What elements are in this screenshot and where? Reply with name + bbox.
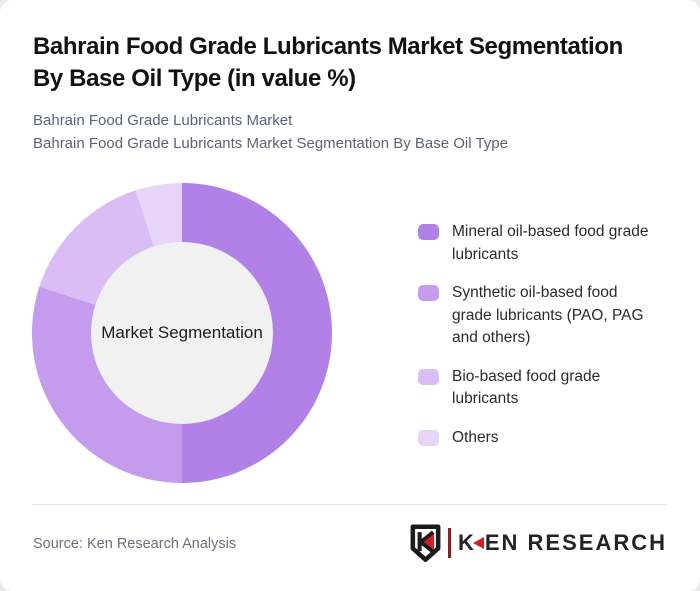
subtitle-line-2: Bahrain Food Grade Lubricants Market Seg… — [33, 134, 508, 152]
legend-swatch-0 — [418, 224, 439, 240]
legend-swatch-1 — [418, 285, 439, 301]
legend-swatch-2 — [418, 368, 439, 385]
ken-research-logo: K EN RESEARCH — [409, 524, 667, 562]
legend-label-0: Mineral oil-based food grade lubricants — [452, 223, 649, 263]
donut-hole — [91, 242, 273, 424]
legend-item-1: Synthetic oil-based food grade lubricant… — [418, 282, 660, 350]
logo-wordmark-rest: EN RESEARCH — [484, 530, 667, 555]
logo-separator — [448, 528, 451, 558]
donut-chart: Market Segmentation — [32, 183, 332, 483]
subtitle-block: Bahrain Food Grade Lubricants Market Bah… — [33, 110, 673, 155]
legend-swatch-3 — [418, 429, 439, 446]
legend-label-3: Others — [452, 428, 499, 446]
source-note: Source: Ken Research Analysis — [33, 536, 237, 552]
chart-legend: Mineral oil-based food grade lubricants S… — [418, 221, 660, 449]
subtitle-line-1: Bahrain Food Grade Lubricants Market — [33, 112, 293, 129]
legend-item-2: Bio-based food grade lubricants — [418, 366, 660, 411]
legend-item-3: Others — [418, 427, 660, 450]
legend-label-2: Bio-based food grade lubricants — [452, 367, 601, 408]
donut-svg — [32, 183, 332, 483]
logo-wordmark: K EN RESEARCH — [458, 530, 667, 556]
logo-red-triangle-icon — [472, 537, 484, 549]
footer-divider — [33, 504, 667, 505]
page-title: Bahrain Food Grade Lubricants Market Seg… — [33, 33, 623, 92]
logo-wordmark-k: K — [457, 530, 476, 555]
ken-research-shield-icon — [411, 524, 441, 562]
legend-item-0: Mineral oil-based food grade lubricants — [418, 221, 660, 266]
legend-label-1: Synthetic oil-based food grade lubricant… — [452, 284, 644, 346]
